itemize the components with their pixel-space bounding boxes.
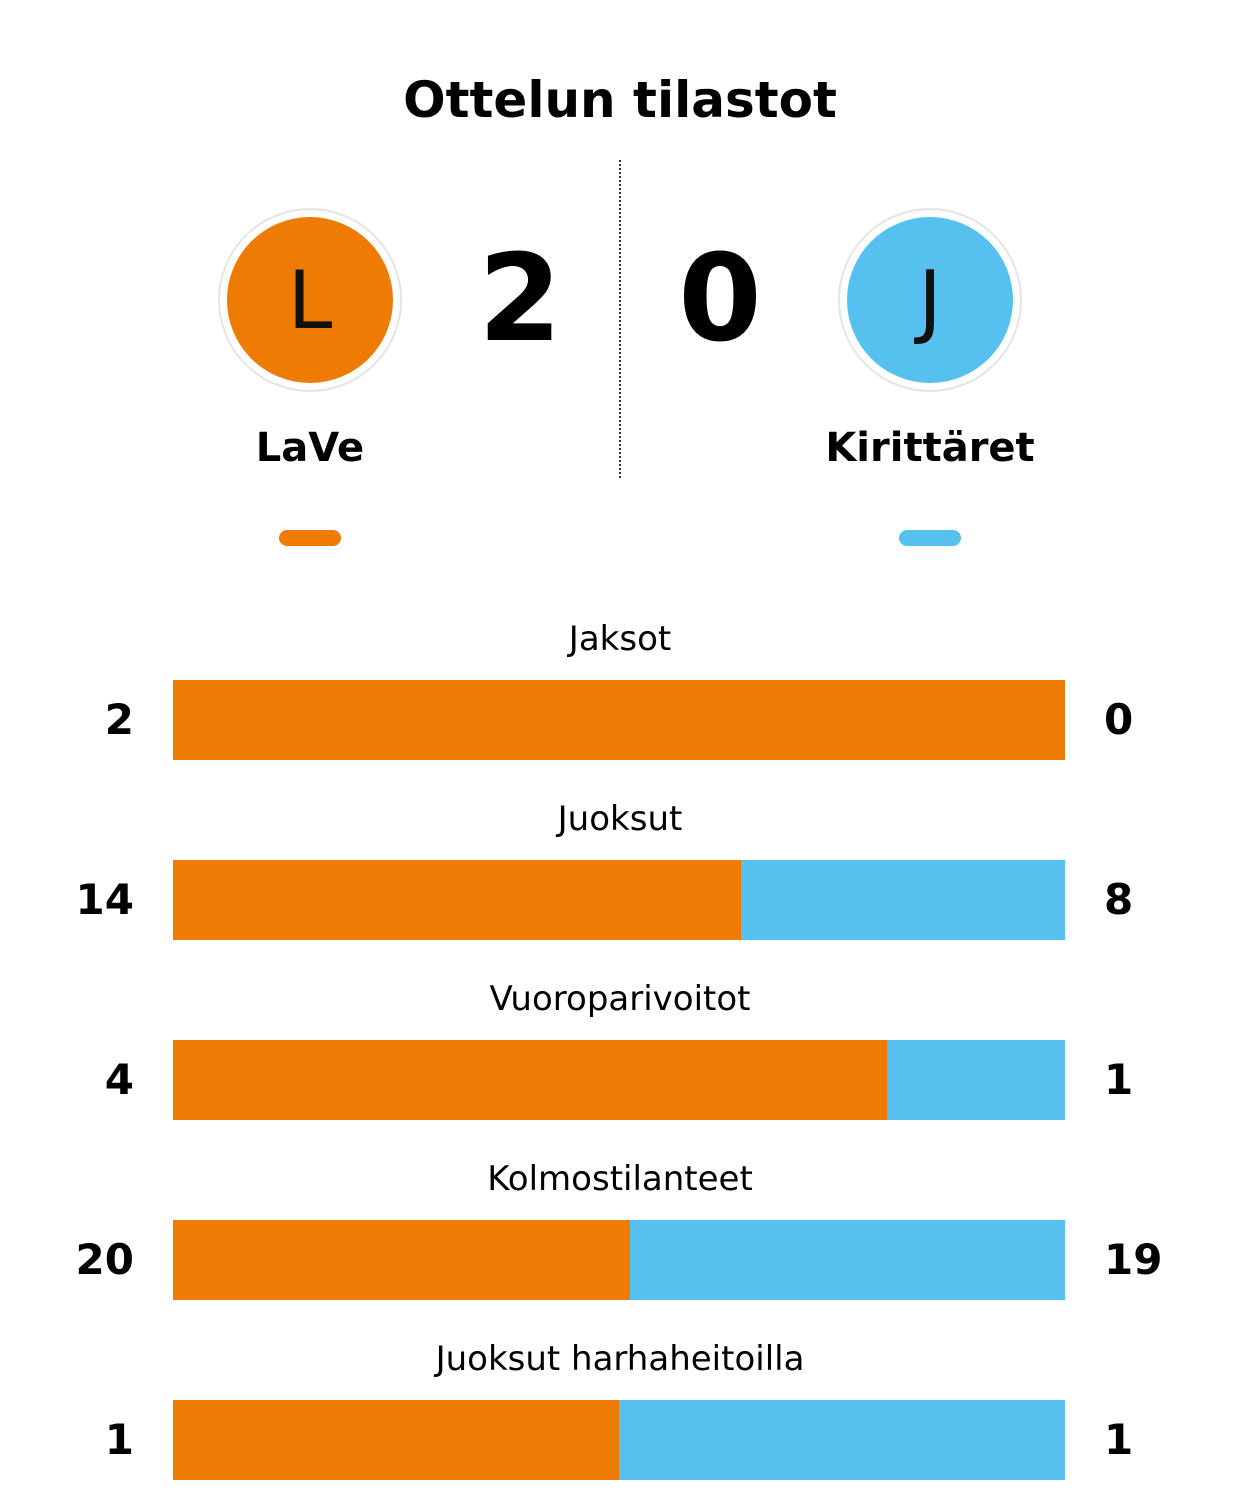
home-team-avatar-circle: L: [227, 217, 393, 383]
away-stat-value: 19: [1104, 1235, 1163, 1284]
stat-label: Vuoroparivoitot: [489, 979, 751, 1019]
stat-bar: [173, 1040, 1065, 1120]
home-team-score: 2: [478, 230, 562, 369]
stat-label: Kolmostilanteet: [487, 1159, 753, 1199]
stat-bar: [173, 680, 1065, 760]
stat-label: Juoksut: [557, 799, 683, 839]
score-divider: [619, 160, 621, 478]
home-bar-segment: [173, 1220, 630, 1300]
stat-label: Juoksut harhaheitoilla: [435, 1339, 805, 1379]
away-bar-segment: [741, 860, 1065, 940]
chart-title: Ottelun tilastot: [403, 71, 837, 129]
home-team-name: LaVe: [255, 425, 365, 471]
home-stat-value: 4: [104, 1055, 134, 1104]
away-team-initial: J: [918, 253, 942, 347]
home-team-avatar: L: [218, 208, 402, 392]
home-team-legend-marker: [279, 530, 341, 546]
home-bar-segment: [173, 860, 741, 940]
away-bar-segment: [630, 1220, 1065, 1300]
away-team-legend-marker: [899, 530, 961, 546]
away-stat-value: 0: [1104, 695, 1134, 744]
home-stat-value: 20: [75, 1235, 134, 1284]
away-bar-segment: [887, 1040, 1065, 1120]
away-team-avatar-circle: J: [847, 217, 1013, 383]
away-stat-value: 8: [1104, 875, 1134, 924]
away-team-name: Kirittäret: [825, 425, 1035, 471]
away-bar-segment: [619, 1400, 1065, 1480]
away-stat-value: 1: [1104, 1055, 1134, 1104]
stat-bar: [173, 1400, 1065, 1480]
stat-label: Jaksot: [568, 619, 672, 659]
stat-bar: [173, 860, 1065, 940]
home-bar-segment: [173, 1400, 619, 1480]
home-bar-segment: [173, 680, 1065, 760]
home-team-initial: L: [287, 253, 333, 347]
home-stat-value: 2: [104, 695, 134, 744]
away-team-avatar: J: [838, 208, 1022, 392]
away-team-score: 0: [678, 230, 762, 369]
stat-bar: [173, 1220, 1065, 1300]
home-bar-segment: [173, 1040, 887, 1120]
home-stat-value: 14: [75, 875, 134, 924]
away-stat-value: 1: [1104, 1415, 1134, 1464]
home-stat-value: 1: [104, 1415, 134, 1464]
